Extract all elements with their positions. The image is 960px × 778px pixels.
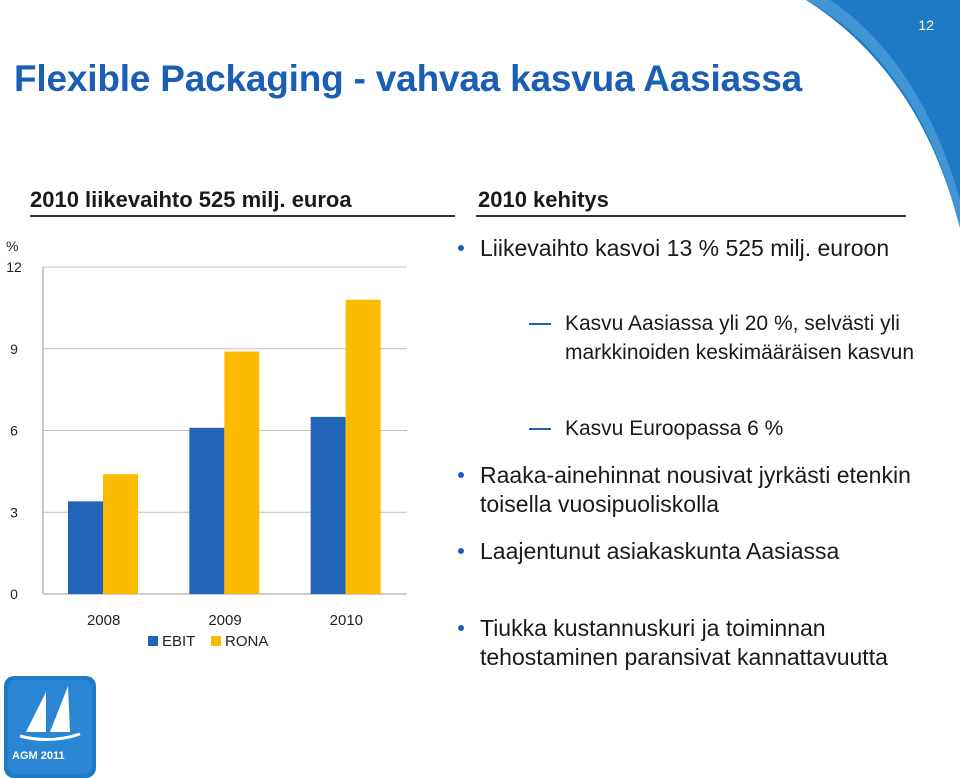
bullet-4: Tiukka kustannuskuri ja toiminnan tehost… — [458, 614, 940, 672]
right-heading: 2010 kehitys — [478, 187, 609, 212]
bar-rona-2008 — [103, 474, 138, 594]
bullet-dot — [458, 548, 464, 554]
bullet-dot — [458, 472, 464, 478]
y-tick-label: 9 — [10, 341, 18, 357]
sub-bullet-1: Kasvu Aasiassa yli 20 %, selvästi yli ma… — [529, 309, 935, 367]
page-title: Flexible Packaging - vahvaa kasvua Aasia… — [14, 58, 803, 99]
sailboat-logo-icon — [4, 676, 96, 778]
bar-rona-2009 — [224, 351, 260, 594]
bullet-dot — [458, 625, 464, 631]
legend-label-ebit: EBIT — [162, 633, 195, 650]
y-tick-label: 12 — [6, 259, 22, 275]
y-tick-label: 6 — [10, 423, 18, 439]
footer-label: AGM 2011 — [12, 750, 65, 762]
sub-bullet-1-text: Kasvu Aasiassa yli 20 %, selvästi yli ma… — [565, 312, 914, 364]
dash-marker — [529, 323, 551, 325]
x-tick-label: 2008 — [87, 612, 120, 629]
bullet-3-text: Laajentunut asiakaskunta Aasiassa — [480, 538, 840, 564]
bar-ebit-2008 — [68, 501, 103, 594]
bullet-1: Liikevaihto kasvoi 13 % 525 milj. euroon — [458, 234, 940, 263]
bullet-4-text: Tiukka kustannuskuri ja toiminnan tehost… — [480, 615, 888, 670]
legend-label-rona: RONA — [225, 633, 268, 650]
bar-rona-2010 — [345, 299, 381, 594]
sub-bullet-2: Kasvu Euroopassa 6 % — [529, 414, 935, 443]
y-tick-label: 3 — [10, 504, 18, 520]
bullet-2-text: Raaka-ainehinnat nousivat jyrkästi etenk… — [480, 462, 911, 517]
slide-number: 12 — [918, 17, 934, 33]
sub-bullet-2-text: Kasvu Euroopassa 6 % — [565, 417, 784, 440]
bullet-3: Laajentunut asiakaskunta Aasiassa — [458, 537, 940, 566]
bullet-1-text: Liikevaihto kasvoi 13 % 525 milj. euroon — [480, 235, 890, 261]
legend-swatch-ebit — [148, 636, 158, 646]
y-unit-label: % — [6, 238, 18, 254]
dash-marker — [529, 428, 551, 430]
left-heading-rule — [30, 215, 455, 217]
bar-chart: 0 3 6 9 12% 2008 2009 2010 EBIT RONA — [6, 238, 407, 650]
bar-ebit-2009 — [189, 427, 225, 594]
bar-ebit-2010 — [310, 416, 346, 594]
corner-decoration — [806, 0, 960, 228]
y-tick-label: 0 — [10, 586, 18, 602]
x-tick-label: 2010 — [330, 612, 363, 629]
bullet-dot — [458, 245, 464, 251]
bullet-2: Raaka-ainehinnat nousivat jyrkästi etenk… — [458, 461, 940, 519]
left-heading: 2010 liikevaihto 525 milj. euroa — [30, 187, 352, 212]
right-heading-rule — [476, 215, 906, 217]
x-tick-label: 2009 — [208, 612, 241, 629]
legend-swatch-rona — [211, 636, 221, 646]
